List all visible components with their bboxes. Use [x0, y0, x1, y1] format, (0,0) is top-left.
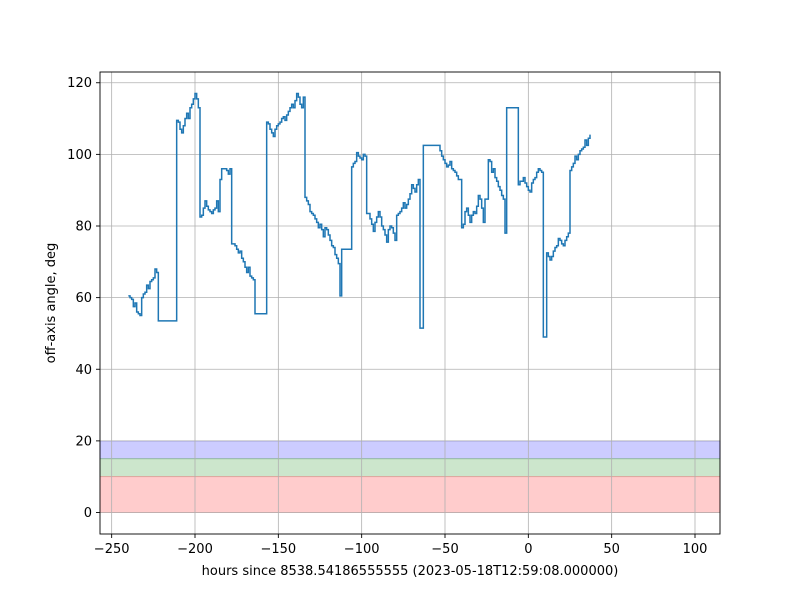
series-line-0 [128, 92, 591, 338]
y-tick-label-3: 60 [75, 291, 92, 306]
grid-lines [100, 72, 720, 534]
x-axis-label: hours since 8538.54186555555 (2023-05-18… [202, 564, 619, 579]
x-tick-label-6: 50 [603, 542, 620, 557]
threshold-bands [99, 440, 721, 513]
y-tick-label-6: 120 [67, 76, 92, 91]
x-axis-ticks: −250 −200 −150 −100 −50 0 50 100 [94, 534, 708, 557]
x-tick-label-7: 100 [683, 542, 708, 557]
x-tick-label-0: −250 [94, 542, 130, 557]
threshold-band-1 [99, 458, 721, 478]
x-tick-label-3: −100 [344, 542, 380, 557]
y-tick-label-0: 0 [84, 506, 92, 521]
x-tick-label-2: −150 [260, 542, 296, 557]
threshold-band-2 [99, 476, 721, 513]
y-tick-label-2: 40 [75, 363, 92, 378]
threshold-band-0 [99, 440, 721, 460]
y-axis-ticks: 0 20 40 60 80 100 120 [67, 76, 100, 521]
y-tick-label-4: 80 [75, 220, 92, 235]
x-tick-label-1: −200 [177, 542, 213, 557]
x-tick-label-4: −50 [431, 542, 458, 557]
plot-frame [99, 71, 721, 535]
x-tick-label-5: 0 [524, 542, 532, 557]
y-tick-label-1: 20 [75, 434, 92, 449]
y-axis-label: off-axis angle, deg [44, 243, 59, 364]
y-tick-label-5: 100 [67, 148, 92, 163]
series-layer [128, 92, 591, 338]
